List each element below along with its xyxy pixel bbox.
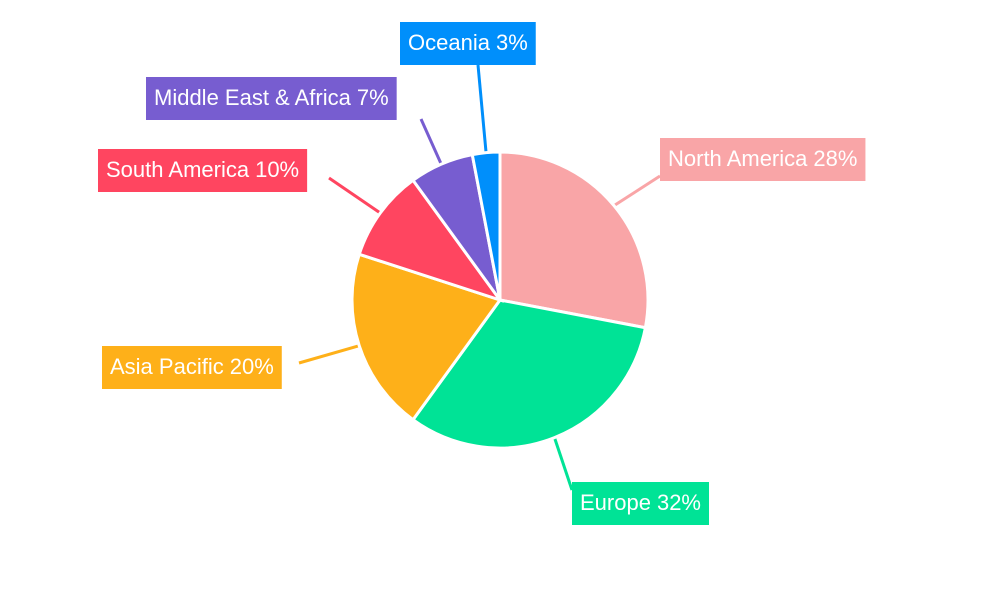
value-label: 32% xyxy=(657,490,701,515)
leader-line xyxy=(553,437,574,491)
label-text: South America 10% xyxy=(106,157,299,182)
label-text: Middle East & Africa 7% xyxy=(154,85,389,110)
leader-line xyxy=(328,176,382,215)
data-label: Oceania 3% xyxy=(400,22,536,65)
leader-lines xyxy=(298,64,661,491)
slices xyxy=(350,150,650,450)
category-label: Europe xyxy=(580,490,651,515)
pie-slice xyxy=(498,150,650,330)
label-box xyxy=(400,22,536,65)
leader-line xyxy=(476,64,488,153)
data-label: South America 10% xyxy=(98,149,308,192)
data-label: Asia Pacific 20% xyxy=(102,346,282,389)
value-label: 20% xyxy=(230,354,274,379)
category-label: Oceania xyxy=(408,30,491,55)
value-label: 7% xyxy=(357,85,389,110)
category-label: South America xyxy=(106,157,250,182)
label-box xyxy=(98,149,308,192)
label-box xyxy=(146,77,397,120)
data-label: Europe 32% xyxy=(572,482,709,525)
label-text: Asia Pacific 20% xyxy=(110,354,274,379)
value-label: 3% xyxy=(496,30,528,55)
leader-line xyxy=(298,344,360,365)
category-label: North America xyxy=(668,146,808,171)
label-text: Oceania 3% xyxy=(408,30,528,55)
value-label: 10% xyxy=(255,157,299,182)
pie-slice xyxy=(350,252,503,422)
value-label: 28% xyxy=(813,146,857,171)
pie-slice xyxy=(357,178,504,303)
data-label: North America 28% xyxy=(660,138,866,181)
leader-line xyxy=(419,118,443,165)
label-text: Europe 32% xyxy=(580,490,701,515)
label-box xyxy=(102,346,282,389)
category-label: Asia Pacific xyxy=(110,354,224,379)
pie-slice xyxy=(410,298,648,450)
label-box xyxy=(572,482,709,525)
leader-line xyxy=(613,174,661,207)
data-label: Middle East & Africa 7% xyxy=(146,77,397,120)
label-text: North America 28% xyxy=(668,146,857,171)
category-label: Middle East & Africa xyxy=(154,85,352,110)
labels: North America 28% Europe 32% Asia Pacific 20%… xyxy=(98,22,866,525)
label-box xyxy=(660,138,866,181)
pie-slice xyxy=(470,150,502,301)
